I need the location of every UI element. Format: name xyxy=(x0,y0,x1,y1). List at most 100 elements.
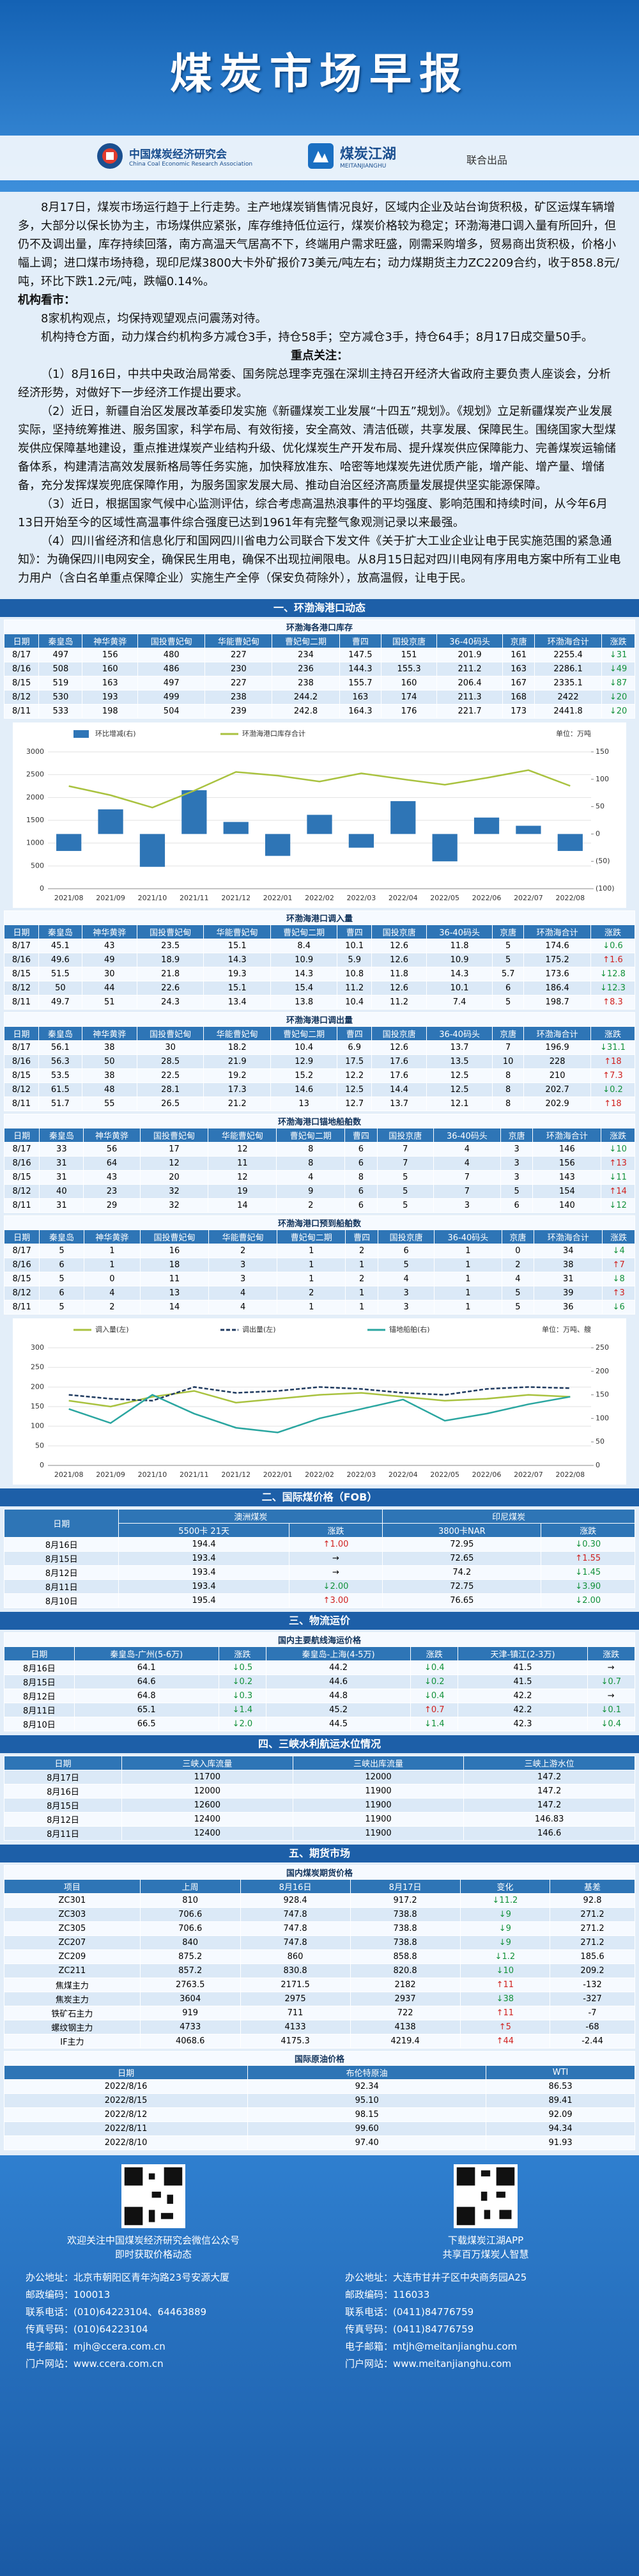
cell: 11900 xyxy=(292,1826,465,1841)
x-tick-label: 2022/02 xyxy=(305,1471,334,1479)
column-header: 8月17日 xyxy=(350,1879,461,1894)
column-header: 日期 xyxy=(4,925,39,939)
column-header: 京唐 xyxy=(491,925,525,939)
x-tick-label: 2021/10 xyxy=(138,894,167,902)
cell: 45.1 xyxy=(38,939,82,953)
cell: 2 xyxy=(501,1258,535,1272)
y2-tick-label: 250 xyxy=(596,1343,609,1352)
cell: 155.7 xyxy=(339,676,382,691)
cell: 747.8 xyxy=(240,1935,351,1950)
x-tick-label: 2022/03 xyxy=(347,894,376,902)
cell: ↓9 xyxy=(459,1921,551,1936)
cell: 10 xyxy=(491,1054,525,1069)
cell: 4 xyxy=(433,1156,501,1171)
cell: 2441.8 xyxy=(534,704,603,719)
cell: 64.8 xyxy=(73,1689,219,1703)
cell: 160 xyxy=(381,676,437,691)
logo-ccera: 中国煤炭经济研究会 China Coal Economic Research A… xyxy=(96,142,252,170)
column-header: 项目 xyxy=(4,1879,141,1894)
cell: 508 xyxy=(38,662,83,676)
cell: 504 xyxy=(137,704,206,719)
cell: 706.6 xyxy=(139,1921,241,1936)
cell: 6 xyxy=(344,1142,378,1157)
table-title: 环渤海港口调出量 xyxy=(4,1012,635,1027)
cell: 12.5 xyxy=(337,1082,373,1097)
cell: 4733 xyxy=(139,2020,241,2034)
table-wrap: 国内主要航线海运价格 日期 秦皇岛-广州(5-6万) 涨跌 秦皇岛-上海(4-5万) 涨跌… xyxy=(0,1632,639,1731)
cell: 8/12 xyxy=(3,690,40,705)
cell: 3 xyxy=(377,1300,435,1315)
data-row: 8/15 53.5 38 22.5 19.2 15.2 12.2 17.6 12.5 8 210 ↑7… xyxy=(4,1068,636,1083)
y-tick-label: 500 xyxy=(31,861,44,870)
cell: 0 xyxy=(83,1272,141,1286)
cell: 236 xyxy=(272,662,340,676)
contact-line: 电子邮箱：mtjh@meitanjianghu.com xyxy=(345,2341,518,2352)
cell: 198.7 xyxy=(523,995,591,1010)
column-header: 秦皇岛-上海(4-5万) xyxy=(266,1646,412,1661)
cell: 92.34 xyxy=(247,2079,487,2094)
section-heading: 二、国际煤价格（FOB） xyxy=(0,1488,639,1506)
column-header: 京唐 xyxy=(500,1128,534,1143)
cell: 230 xyxy=(204,662,273,676)
cell: 6 xyxy=(39,1286,84,1300)
cell: 722 xyxy=(350,2006,461,2020)
cell: 13.8 xyxy=(270,995,338,1010)
cell: 8/12 xyxy=(4,1082,39,1097)
org-name-en: China Coal Economic Research Association xyxy=(129,160,253,168)
cell: 738.8 xyxy=(350,1935,461,1950)
cell: 铁矿石主力 xyxy=(4,2006,141,2020)
cell: 36 xyxy=(534,1300,603,1315)
cell: 92.8 xyxy=(550,1893,635,1908)
table-wrap: 国内煤炭期货价格 项目 上周 8月16日 8月17日 变化 基差 ZC301 810 928.4 9… xyxy=(0,1865,639,2049)
data-row: IF主力 4068.6 4175.3 4219.4 ↑44 -2.44 xyxy=(4,2034,635,2049)
cell: 830.8 xyxy=(240,1963,351,1978)
cell: ↓9 xyxy=(459,1907,551,1922)
column-header: 曹四 xyxy=(339,634,382,648)
cell: 14 xyxy=(208,1198,277,1213)
cell: 72.65 xyxy=(382,1551,542,1566)
cell: 2286.1 xyxy=(534,662,603,676)
cell: 530 xyxy=(38,690,83,705)
cell: 17.6 xyxy=(371,1068,427,1083)
cell: 8月16日 xyxy=(3,1784,123,1799)
cell: 38 xyxy=(534,1258,603,1272)
column-header: 国投京唐 xyxy=(371,1026,427,1041)
cell: 8/17 xyxy=(4,1040,39,1055)
cell: 163 xyxy=(339,690,382,705)
cell: 50 xyxy=(81,1054,137,1069)
column-header: 涨跌 xyxy=(288,1523,383,1538)
data-row: 8/17 33 56 17 12 8 6 7 4 3 146 ↓10 xyxy=(3,1142,635,1157)
x-tick-label: 2021/08 xyxy=(54,1471,84,1479)
data-row: 8/11 49.7 51 24.3 13.4 13.8 10.4 11.2 7.4 5 198.7 ↑… xyxy=(4,995,636,1010)
cell: 12.5 xyxy=(426,1068,493,1083)
data-table: 日期 澳洲煤炭 印尼煤炭 5500卡 21天 涨跌 3800卡NAR 涨跌 8月16日 194.… xyxy=(3,1509,635,1608)
column-header: 曹四 xyxy=(337,925,373,939)
x-tick-label: 2022/01 xyxy=(263,1471,293,1479)
cell: 8 xyxy=(276,1142,346,1157)
cell: 4 xyxy=(208,1286,278,1300)
data-row: 8/16 508 160 486 230 236 144.3 155.3 211.2 163 228… xyxy=(3,662,635,676)
column-header: 5500卡 21天 xyxy=(118,1523,289,1538)
cell: 5 xyxy=(376,1198,434,1213)
cell: 99.60 xyxy=(247,2121,487,2136)
cell: 10.8 xyxy=(337,967,373,981)
column-header: 涨跌 xyxy=(601,1128,635,1143)
cell: 185.6 xyxy=(550,1949,635,1964)
cell: 168 xyxy=(502,690,535,705)
section: 二、国际煤价格（FOB） 日期 澳洲煤炭 印尼煤炭 5500卡 21天 涨跌 3800卡N… xyxy=(0,1485,639,1608)
cell: 43 xyxy=(83,1170,141,1185)
data-row: 8/11 31 29 32 14 2 6 5 3 6 140 ↓12 xyxy=(3,1198,635,1213)
chart: 0 500 1000 1500 2000 2500 3000 (100) (50) 0 50 100 1… xyxy=(13,722,626,908)
cell: 533 xyxy=(38,704,83,719)
group-header: 印尼煤炭 xyxy=(382,1509,635,1524)
column-header: 三峡上游水位 xyxy=(463,1756,635,1770)
paragraph: （3）近日，根据国家气候中心监测评估，综合考虑高温热浪事件的平均强度、影响范围和… xyxy=(18,497,608,529)
column-header: 环渤海合计 xyxy=(523,925,591,939)
cell: 24.3 xyxy=(136,995,204,1010)
line xyxy=(68,1390,571,1408)
cell: 48 xyxy=(81,1082,137,1097)
cell: ZC305 xyxy=(4,1921,141,1936)
cell: 227 xyxy=(204,648,273,662)
cell: 30 xyxy=(136,1040,204,1055)
data-row: 8月16日 64.1 ↓0.5 44.2 ↓0.4 41.5 → xyxy=(4,1660,635,1675)
